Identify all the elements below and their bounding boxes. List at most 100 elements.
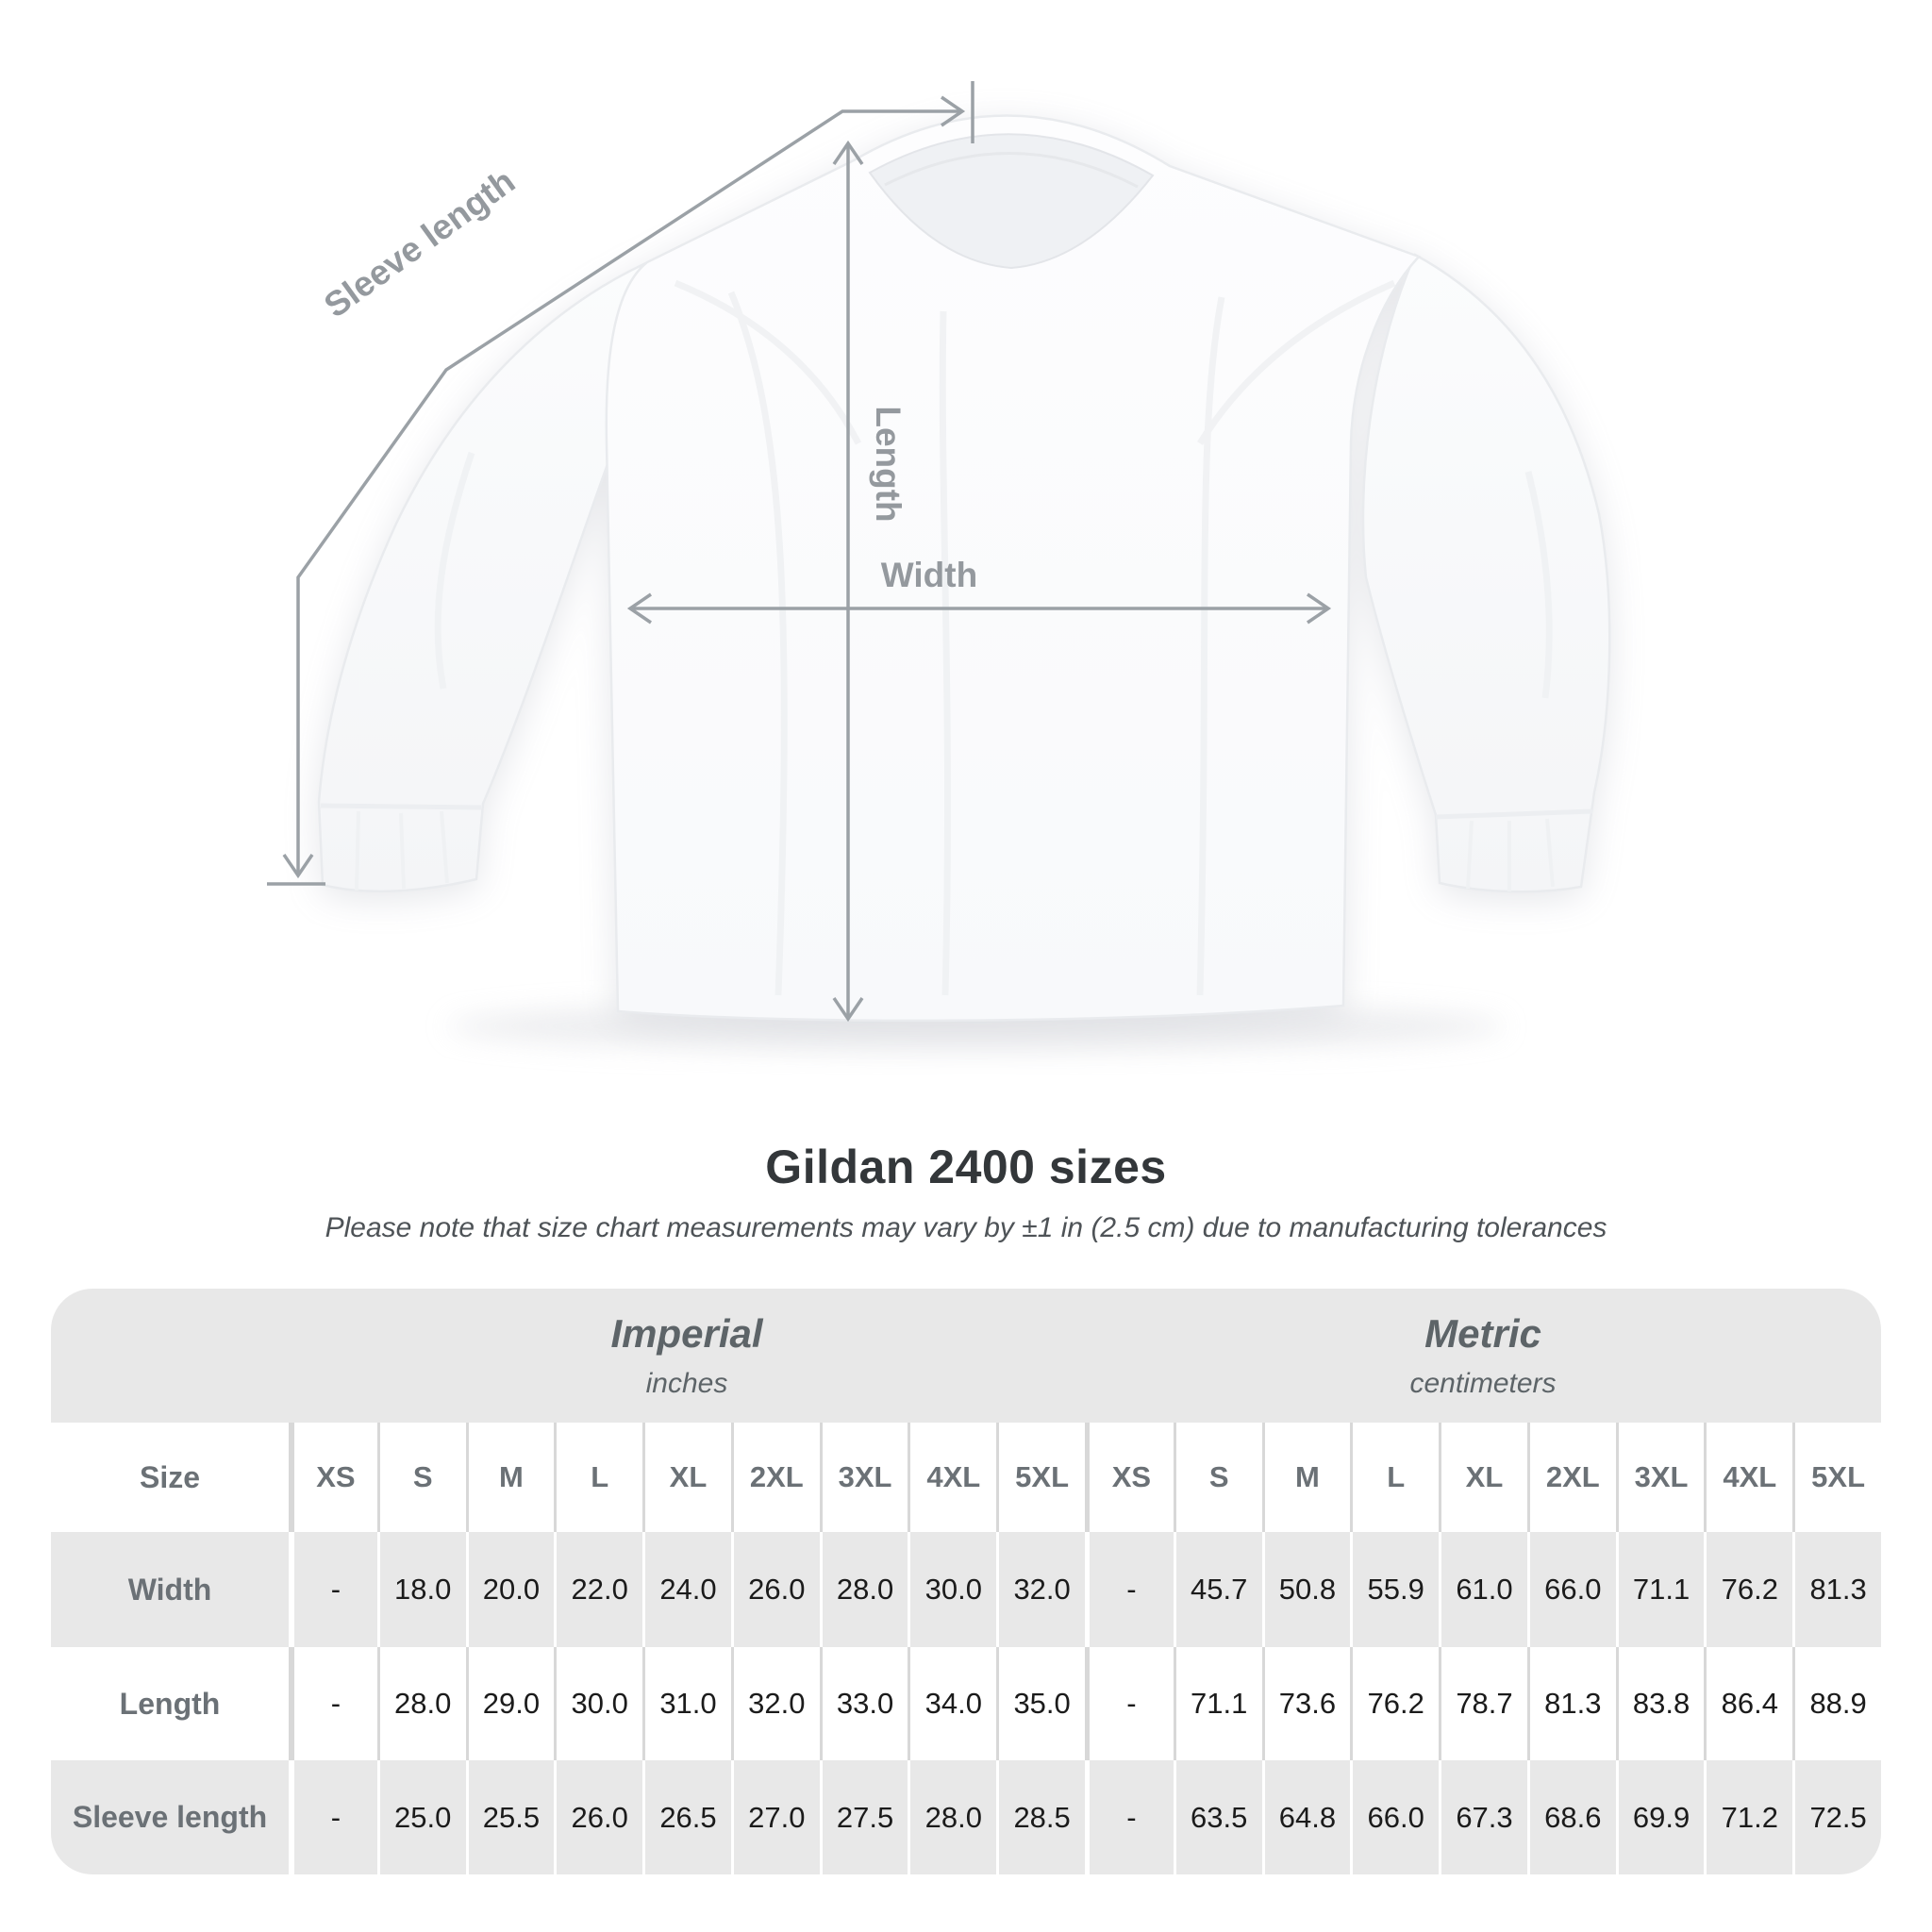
value-cell: 76.2 xyxy=(1704,1532,1792,1647)
size-col-header: XS xyxy=(289,1423,377,1532)
left-cuff-seam xyxy=(320,803,482,810)
size-col-header: M xyxy=(465,1423,555,1532)
value-cell: 26.5 xyxy=(642,1760,731,1874)
size-col-header: L xyxy=(554,1423,642,1532)
size-col-header: 5XL xyxy=(1792,1423,1881,1532)
value-cell: 68.6 xyxy=(1526,1760,1616,1874)
value-cell: 30.0 xyxy=(554,1647,642,1760)
metric-header: Metric centimeters xyxy=(1085,1289,1881,1423)
size-col-header: 2XL xyxy=(1526,1423,1616,1532)
size-col-header: XL xyxy=(642,1423,731,1532)
value-cell: 76.2 xyxy=(1350,1647,1439,1760)
metric-unit: centimeters xyxy=(1409,1368,1557,1399)
value-cell: 32.0 xyxy=(996,1532,1085,1647)
size-col-header: M xyxy=(1261,1423,1351,1532)
value-cell: 24.0 xyxy=(642,1532,731,1647)
size-col-header: 5XL xyxy=(996,1423,1085,1532)
value-cell: 27.0 xyxy=(730,1760,820,1874)
value-cell: 61.0 xyxy=(1439,1532,1527,1647)
size-col-header: 3XL xyxy=(819,1423,908,1532)
shirt-diagram: Sleeve length Length Width xyxy=(267,81,1611,1051)
value-cell: 71.1 xyxy=(1615,1532,1705,1647)
value-cell: - xyxy=(289,1760,377,1874)
collar-rib xyxy=(884,152,1139,189)
value-cell: 22.0 xyxy=(554,1532,642,1647)
length-label: Length xyxy=(869,406,908,522)
sleeve-length-label: Sleeve length xyxy=(317,161,522,325)
value-cell: 55.9 xyxy=(1350,1532,1439,1647)
value-cell: 28.0 xyxy=(376,1647,466,1760)
size-col-header: L xyxy=(1350,1423,1439,1532)
value-cell: 88.9 xyxy=(1792,1647,1881,1760)
value-cell: 83.8 xyxy=(1615,1647,1705,1760)
value-cell: 26.0 xyxy=(554,1760,642,1874)
value-cell: 35.0 xyxy=(996,1647,1085,1760)
row-label: Length xyxy=(119,1686,221,1721)
size-col-header: 4XL xyxy=(908,1423,996,1532)
value-cell: 63.5 xyxy=(1173,1760,1262,1874)
value-cell: 67.3 xyxy=(1439,1760,1527,1874)
imperial-label: Imperial xyxy=(610,1311,763,1356)
value-cell: 28.0 xyxy=(819,1532,908,1647)
right-cuff-seam xyxy=(1435,808,1593,820)
value-cell: 25.5 xyxy=(465,1760,555,1874)
imperial-unit: inches xyxy=(645,1368,728,1399)
value-cell: 27.5 xyxy=(819,1760,908,1874)
value-cell: - xyxy=(1085,1532,1174,1647)
value-cell: 33.0 xyxy=(819,1647,908,1760)
value-cell: 66.0 xyxy=(1526,1532,1616,1647)
size-table: Imperial inches Metric centimeters Size … xyxy=(51,1289,1881,1874)
value-cell: 86.4 xyxy=(1704,1647,1792,1760)
collar-opening xyxy=(868,133,1155,270)
page-title: Gildan 2400 sizes xyxy=(765,1141,1167,1193)
value-cell: 78.7 xyxy=(1439,1647,1527,1760)
size-col-header: XL xyxy=(1439,1423,1527,1532)
value-cell: 20.0 xyxy=(465,1532,555,1647)
value-cell: 25.0 xyxy=(376,1760,466,1874)
value-cell: 32.0 xyxy=(730,1647,820,1760)
width-label: Width xyxy=(881,556,977,594)
value-cell: 18.0 xyxy=(376,1532,466,1647)
right-sleeve xyxy=(1361,253,1611,893)
table-row-width: Width - 18.0 20.0 22.0 24.0 26.0 28.0 30… xyxy=(51,1532,1881,1647)
value-cell: 28.0 xyxy=(908,1760,996,1874)
tolerance-note: Please note that size chart measurements… xyxy=(325,1212,1607,1243)
row-label: Width xyxy=(127,1572,212,1607)
value-cell: 73.6 xyxy=(1261,1647,1351,1760)
value-cell: 64.8 xyxy=(1261,1760,1351,1874)
measurement-annotations xyxy=(267,81,1332,1023)
value-cell: - xyxy=(289,1532,377,1647)
sleeve-length-arrow xyxy=(267,81,974,886)
cuff-ribbing xyxy=(355,810,1555,891)
value-cell: 29.0 xyxy=(465,1647,555,1760)
unit-header-band: Imperial inches Metric centimeters xyxy=(51,1289,1881,1423)
value-cell: 71.1 xyxy=(1173,1647,1262,1760)
size-col-header: XS xyxy=(1085,1423,1174,1532)
value-cell: 72.5 xyxy=(1792,1760,1881,1874)
value-cell: 69.9 xyxy=(1615,1760,1705,1874)
heading-block: Gildan 2400 sizes Please note that size … xyxy=(0,1143,1932,1245)
length-arrow xyxy=(832,140,864,1023)
value-cell: - xyxy=(1085,1760,1174,1874)
size-col-header: S xyxy=(1173,1423,1262,1532)
value-cell: 66.0 xyxy=(1350,1760,1439,1874)
width-arrow xyxy=(626,592,1332,625)
shirt xyxy=(317,114,1611,1023)
value-cell: 71.2 xyxy=(1704,1760,1792,1874)
size-col-header: 3XL xyxy=(1615,1423,1705,1532)
value-cell: 31.0 xyxy=(642,1647,731,1760)
value-cell: 81.3 xyxy=(1792,1532,1881,1647)
value-cell: - xyxy=(289,1647,377,1760)
shirt-photo: Sleeve length Length Width xyxy=(267,81,1611,1051)
size-col-header: 2XL xyxy=(730,1423,820,1532)
row-label: Sleeve length xyxy=(72,1800,268,1834)
value-cell: 30.0 xyxy=(908,1532,996,1647)
size-header-cell: Size xyxy=(139,1459,201,1494)
value-cell: 50.8 xyxy=(1261,1532,1351,1647)
value-cell: 28.5 xyxy=(996,1760,1085,1874)
value-cell: 81.3 xyxy=(1526,1647,1616,1760)
size-col-header: S xyxy=(376,1423,466,1532)
size-col-header: 4XL xyxy=(1704,1423,1792,1532)
value-cell: 26.0 xyxy=(730,1532,820,1647)
